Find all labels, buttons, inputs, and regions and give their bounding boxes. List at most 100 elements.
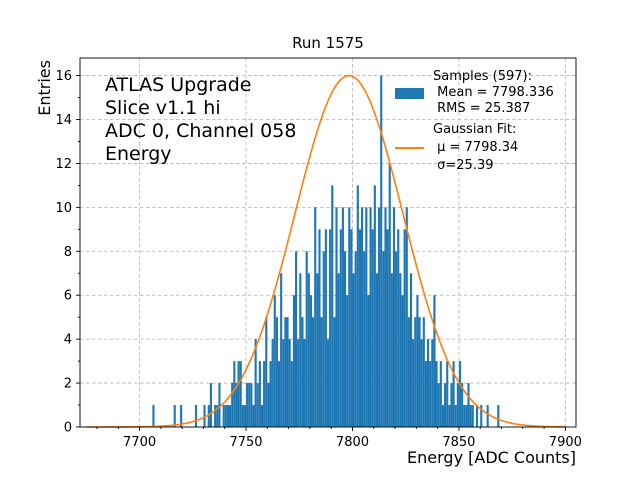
histogram-bar bbox=[222, 405, 225, 427]
histogram-bar bbox=[312, 317, 315, 427]
histogram-bar bbox=[380, 75, 383, 428]
histogram-bar bbox=[299, 273, 302, 427]
histogram-bar bbox=[267, 383, 270, 427]
annotation-line-1: ATLAS Upgrade bbox=[105, 74, 251, 96]
histogram-bar bbox=[226, 405, 230, 427]
histogram-bar bbox=[194, 405, 198, 427]
histogram-bar bbox=[216, 405, 219, 427]
histogram-bar bbox=[246, 383, 249, 427]
annotation-block: ATLAS Upgrade Slice v1.1 hi ADC 0, Chann… bbox=[105, 74, 296, 165]
legend-fit-line-2: μ = 7798.34 bbox=[433, 140, 518, 155]
chart-title: Run 1575 bbox=[292, 34, 364, 52]
y-tick-label: 2 bbox=[64, 377, 72, 392]
histogram-bar bbox=[337, 273, 340, 427]
histogram-bar bbox=[260, 405, 264, 427]
histogram-bar bbox=[173, 405, 176, 427]
histogram-bar bbox=[224, 405, 227, 427]
histogram-bar bbox=[441, 405, 445, 427]
legend-histogram-line-2: Mean = 7798.336 bbox=[433, 85, 554, 100]
histogram-bar bbox=[275, 317, 278, 427]
histogram-bar bbox=[263, 361, 266, 427]
histogram-bar bbox=[316, 273, 319, 427]
histogram-bar bbox=[475, 405, 479, 427]
histogram-bar bbox=[239, 361, 242, 427]
y-tick-label: 4 bbox=[64, 333, 72, 348]
histogram-bar bbox=[375, 273, 379, 427]
histogram-bar bbox=[331, 185, 334, 427]
histogram-bar bbox=[384, 207, 387, 427]
y-tick-label: 8 bbox=[64, 245, 72, 260]
histogram-bar bbox=[446, 361, 449, 427]
histogram-bar bbox=[235, 383, 238, 427]
histogram-bar bbox=[209, 383, 212, 427]
histogram-bar bbox=[286, 317, 289, 427]
histogram-bar bbox=[418, 317, 421, 427]
histogram-bar bbox=[395, 251, 398, 427]
histogram-bar bbox=[354, 251, 357, 427]
x-axis-label: Energy [ADC Counts] bbox=[407, 448, 576, 467]
histogram-bar bbox=[367, 295, 370, 427]
histogram-bar bbox=[214, 405, 217, 427]
histogram-bar bbox=[392, 207, 396, 427]
histogram-bar bbox=[280, 273, 283, 427]
y-tick-label: 0 bbox=[64, 421, 72, 436]
histogram-bar bbox=[426, 339, 430, 427]
annotation-line-3: ADC 0, Channel 058 bbox=[105, 120, 296, 142]
histogram-bar bbox=[282, 339, 285, 427]
histogram-bar bbox=[258, 361, 261, 427]
histogram-bar bbox=[180, 405, 183, 427]
y-tick-label: 6 bbox=[64, 289, 72, 304]
histogram-bar bbox=[497, 405, 500, 427]
y-tick-label: 16 bbox=[55, 69, 72, 84]
histogram-bar bbox=[318, 229, 321, 427]
x-tick-label: 7900 bbox=[549, 435, 582, 450]
histogram-bar bbox=[256, 383, 259, 427]
y-tick-label: 14 bbox=[55, 113, 72, 128]
histogram-bar bbox=[403, 229, 406, 427]
histogram-bar bbox=[207, 405, 210, 427]
histogram-bar bbox=[277, 361, 281, 427]
histogram-bar bbox=[486, 405, 489, 427]
x-tick-label: 7750 bbox=[229, 435, 262, 450]
histogram-bar bbox=[348, 207, 351, 427]
annotation-line-2: Slice v1.1 hi bbox=[105, 97, 221, 119]
histogram-bar bbox=[467, 383, 470, 427]
x-axis-ticks: 7700 7750 7800 7850 7900 bbox=[96, 427, 582, 450]
histogram-bars bbox=[152, 75, 500, 428]
histogram-bar bbox=[341, 207, 344, 427]
histogram-bar bbox=[422, 317, 425, 427]
histogram-bar bbox=[292, 295, 296, 427]
histogram-bar bbox=[469, 405, 472, 427]
annotation-line-4: Energy bbox=[105, 143, 172, 165]
histogram-bar bbox=[218, 383, 221, 427]
histogram-bar bbox=[433, 295, 436, 427]
histogram-bar bbox=[371, 229, 374, 427]
histogram-bar bbox=[335, 207, 338, 427]
histogram-bar bbox=[241, 405, 244, 427]
histogram-bar bbox=[350, 229, 353, 427]
histogram-bar bbox=[390, 273, 393, 427]
histogram-bar bbox=[326, 339, 330, 427]
histogram-bar bbox=[254, 339, 257, 427]
histogram-bar bbox=[358, 229, 361, 427]
legend-histogram-line-3: RMS = 25.387 bbox=[433, 101, 530, 116]
histogram-bar bbox=[290, 361, 293, 427]
histogram-bar bbox=[269, 361, 272, 427]
histogram-bar bbox=[405, 207, 408, 427]
histogram-bar bbox=[386, 229, 389, 427]
histogram-bar bbox=[412, 339, 415, 427]
histogram-bar bbox=[295, 251, 298, 427]
histogram-bar bbox=[463, 405, 466, 427]
histogram-bar bbox=[301, 317, 304, 427]
histogram-bar bbox=[424, 361, 427, 427]
histogram-bar bbox=[152, 405, 155, 427]
histogram-bar bbox=[339, 229, 342, 427]
histogram-bar bbox=[409, 273, 413, 427]
histogram-bar bbox=[397, 229, 400, 427]
histogram-bar bbox=[352, 273, 355, 427]
histogram-bar bbox=[461, 383, 464, 427]
histogram-bar bbox=[378, 207, 381, 427]
histogram-bar bbox=[388, 163, 391, 427]
x-tick-label: 7800 bbox=[336, 435, 369, 450]
histogram-bar bbox=[322, 251, 325, 427]
